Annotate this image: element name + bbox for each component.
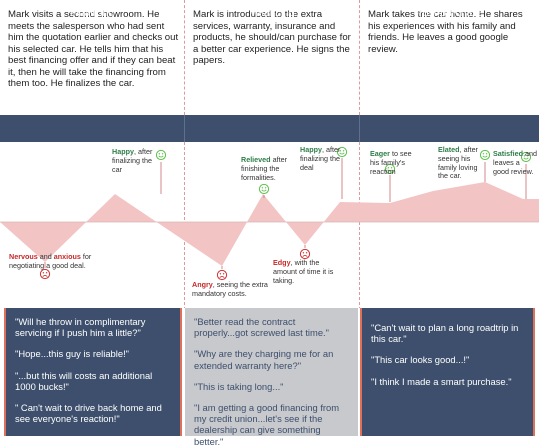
emotion-curve-chart — [0, 142, 539, 308]
stage-divider — [359, 115, 360, 142]
scenario-divider — [184, 0, 185, 115]
quotes-financing: "Better read the contract properly...got… — [185, 308, 358, 447]
emotion-detail: and leaves a good review. — [493, 149, 537, 176]
quote: "Can't wait to plan a long roadtrip in t… — [371, 322, 519, 345]
emotion-detail: to see his family's reaction — [370, 149, 412, 176]
emotion-detail: , after seeing his family loving the car… — [438, 145, 478, 181]
quote: "This car looks good...!" — [371, 354, 470, 366]
emotion-word: anxious — [53, 252, 81, 261]
happy-face-icon — [520, 151, 532, 163]
sad-face-icon — [216, 269, 228, 281]
stage-label-post-purchase: Post-purchase — [415, 7, 484, 19]
quote: "I think I made a smart purchase." — [371, 375, 512, 387]
emotion-word: Angry — [192, 280, 213, 289]
emotion-note-angry: Angry, seeing the extra mandatory costs. — [192, 280, 272, 299]
emotion-note-edgy: Edgy, with the amount of time it is taki… — [273, 258, 339, 285]
emotion-word: Elated — [438, 145, 460, 154]
quote: "Why are they charging me for an extende… — [194, 348, 334, 371]
scenario-financing: Mark is introduced to the extra services… — [193, 9, 351, 66]
emotion-detail: after finishing the formalities. — [241, 155, 287, 182]
emotion-detail: for negotiating a good deal. — [9, 252, 92, 270]
quote: "...but this will costs an additional 10… — [15, 369, 153, 392]
emotion-curve-area — [0, 182, 539, 266]
emotion-detail: , with the amount of time it is taking. — [273, 258, 334, 285]
emotion-word: Edgy — [273, 258, 291, 267]
emotion-note-nervous: Nervous and anxious for negotiating a go… — [9, 252, 117, 271]
scenario-finalizing: Mark visits a second showroom. He meets … — [8, 9, 179, 89]
stage-divider — [184, 115, 185, 142]
emotion-connector-word: and — [37, 252, 54, 261]
emotion-note-elated: Elated, after seeing his family loving t… — [438, 145, 486, 181]
quote: "Better read the contract properly...got… — [194, 316, 329, 339]
quote: "Will he throw in complimentary servicin… — [15, 316, 146, 339]
quote: "This is taking long..." — [194, 380, 284, 392]
quote: " Can't wait to drive back home and see … — [15, 402, 162, 425]
quotes-finalizing: "Will he throw in complimentary servicin… — [4, 308, 182, 436]
scenario-divider — [359, 0, 360, 115]
emotion-word: Eager — [370, 149, 390, 158]
quote: "Hope...this guy is reliable!" — [15, 348, 130, 360]
emotion-word: Happy — [112, 147, 134, 156]
happy-face-icon — [384, 163, 396, 175]
happy-face-icon — [479, 149, 491, 161]
emotion-detail: , after finalizing the deal — [300, 145, 341, 172]
emotion-word: Nervous — [9, 252, 38, 261]
stage-label-financing: Financing — [249, 7, 295, 19]
stage-header — [0, 115, 539, 142]
scenario-post-purchase: Mark takes the car home. He shares his e… — [368, 9, 523, 55]
sad-face-icon — [39, 268, 51, 280]
emotion-detail: , after finalizing the car — [112, 147, 153, 174]
emotion-note-happy-financing: Happy, after finalizing the deal — [300, 145, 343, 172]
emotion-word: Satisfied — [493, 149, 523, 158]
emotion-detail: , seeing the extra mandatory costs. — [192, 280, 268, 298]
emotion-note-satisfied: Satisfied and leaves a good review. — [493, 149, 537, 176]
quotes-post-purchase: "Can't wait to plan a long roadtrip in t… — [360, 308, 535, 436]
sad-face-icon — [299, 248, 311, 260]
happy-face-icon — [336, 146, 348, 158]
emotion-note-eager: Eager to see his family's reaction — [370, 149, 418, 176]
emotion-note-happy-finalizing: Happy, after finalizing the car — [112, 147, 162, 174]
happy-face-icon — [258, 183, 270, 195]
emotion-word: Happy — [300, 145, 322, 154]
emotion-word: Relieved — [241, 155, 271, 164]
happy-face-icon — [155, 149, 167, 161]
emotion-note-relieved: Relieved after finishing the formalities… — [241, 155, 289, 182]
quote: "I am getting a good financing from my c… — [194, 402, 340, 447]
stage-label-finalizing: Finalizing — [69, 7, 115, 19]
